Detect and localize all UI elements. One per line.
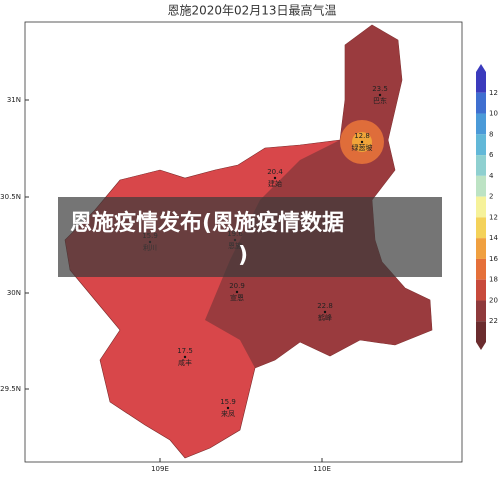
city-name: 宣恩 — [230, 293, 244, 302]
city-value: 17.5 — [177, 347, 193, 355]
city-name: 来凤 — [221, 410, 235, 418]
colorbar-segment — [476, 279, 486, 301]
colorbar-segment — [476, 155, 486, 176]
colorbar-label: 2 — [489, 193, 493, 201]
lat-label: 30N — [7, 289, 21, 297]
city-value: 23.5 — [372, 85, 388, 93]
map-title: 恩施2020年02月13日最高气温 — [167, 3, 336, 18]
colorbar-bottom — [476, 342, 486, 350]
colorbar-segment — [476, 175, 486, 197]
colorbar-label: 20 — [489, 296, 498, 304]
colorbar-segment — [476, 321, 486, 342]
lat-label: 31N — [7, 96, 21, 104]
city-value: 15.9 — [220, 398, 236, 406]
city-dot — [323, 310, 327, 314]
colorbar-segment — [476, 258, 486, 280]
overlay-box — [58, 197, 442, 277]
colorbar-top — [476, 64, 486, 72]
city-value: 12.8 — [354, 132, 370, 140]
colorbar-label: 12 — [489, 213, 498, 221]
colorbar-label: 12 — [489, 89, 498, 97]
overlay-text: 恩施疫情发布(恩施疫情数据 — [70, 210, 344, 236]
city-dot — [226, 406, 230, 410]
city-value: 22.8 — [317, 302, 333, 310]
lon-label: 109E — [151, 465, 169, 473]
colorbar-label: 6 — [489, 151, 494, 159]
colorbar-segment — [476, 300, 486, 322]
city-dot — [360, 140, 364, 144]
colorbar-segment — [476, 217, 486, 239]
colorbar-segment — [476, 72, 486, 93]
city-name: 巴东 — [373, 96, 387, 105]
city-name: 建始 — [268, 179, 282, 188]
overlay-text: ) — [238, 243, 248, 268]
colorbar-segment — [476, 238, 486, 259]
city-name: 咸丰 — [178, 358, 192, 367]
city-name: 鹤峰 — [318, 313, 332, 322]
colorbar-label: 18 — [489, 276, 498, 284]
lat-label: 29.5N — [0, 385, 21, 393]
colorbar-segment — [476, 92, 486, 114]
colorbar-segment — [476, 113, 486, 135]
city-dot — [378, 93, 382, 97]
city-value: 20.9 — [229, 282, 245, 290]
colorbar-segment — [476, 134, 486, 156]
city-name: 绿葱坡 — [352, 143, 373, 152]
lat-label: 30.5N — [0, 193, 21, 201]
lon-label: 110E — [313, 465, 331, 473]
city-dot — [235, 290, 239, 294]
colorbar-label: 4 — [489, 172, 494, 180]
colorbar-label: 22 — [489, 317, 498, 325]
colorbar-segment — [476, 196, 486, 218]
colorbar-label: 14 — [489, 234, 498, 242]
colorbar-label: 10 — [489, 110, 498, 118]
city-dot — [273, 176, 277, 180]
city-value: 20.4 — [267, 168, 283, 176]
warm-zone — [205, 25, 432, 368]
colorbar-label: 16 — [489, 255, 498, 263]
colorbar-label: 8 — [489, 130, 493, 138]
city-dot — [183, 355, 187, 359]
